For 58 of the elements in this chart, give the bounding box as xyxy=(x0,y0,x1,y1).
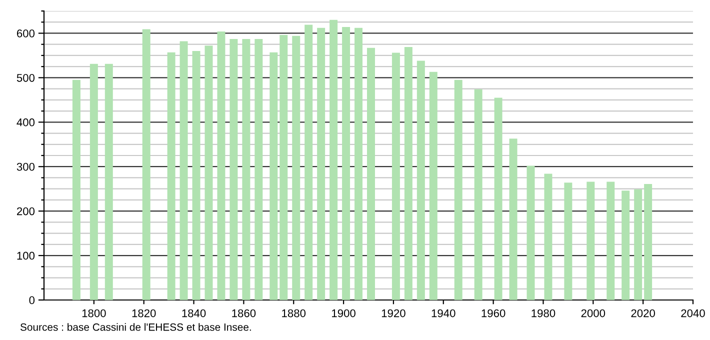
bar xyxy=(242,39,250,300)
bar xyxy=(606,182,615,300)
bar xyxy=(292,36,300,300)
bar xyxy=(217,31,226,300)
bar xyxy=(180,41,188,300)
bar xyxy=(270,52,278,300)
bar xyxy=(317,28,326,300)
x-tick-label: 2000 xyxy=(581,309,606,318)
bar xyxy=(192,51,200,300)
y-tick-label: 600 xyxy=(17,30,35,38)
bar xyxy=(494,98,502,300)
bar xyxy=(509,138,518,300)
bar xyxy=(586,182,595,300)
bar xyxy=(429,72,438,300)
bar xyxy=(564,182,572,300)
bar xyxy=(392,52,400,300)
x-tick-label: 1920 xyxy=(382,309,406,318)
x-tick-label: 1980 xyxy=(532,309,556,318)
bar xyxy=(230,39,238,300)
bar xyxy=(367,48,375,300)
y-tick-label: 200 xyxy=(16,207,35,216)
source-note: Sources : base Cassini de l'EHESS et base Insee. xyxy=(20,323,251,331)
y-tick-label: 0 xyxy=(29,296,35,304)
bar xyxy=(544,174,552,300)
y-tick-label: 300 xyxy=(16,162,35,171)
bar xyxy=(142,29,150,300)
y-tick-label: 500 xyxy=(16,74,35,82)
bar xyxy=(72,80,80,300)
x-tick-label: 1820 xyxy=(132,309,156,318)
y-tick-label: 400 xyxy=(16,118,35,126)
bar xyxy=(354,28,363,300)
bar xyxy=(474,89,482,300)
bar xyxy=(634,189,642,300)
x-tick-label: 1840 xyxy=(182,309,206,318)
bar xyxy=(330,20,338,300)
x-tick-label: 1880 xyxy=(282,309,306,318)
bar xyxy=(454,80,462,300)
x-tick-label: 1940 xyxy=(432,309,456,318)
x-tick-label: 1900 xyxy=(332,309,356,318)
bar xyxy=(204,46,213,300)
bar xyxy=(280,35,288,300)
bar xyxy=(254,39,263,300)
bar xyxy=(622,190,630,300)
y-tick-label: 100 xyxy=(17,252,35,260)
bar xyxy=(104,64,113,300)
bar xyxy=(304,24,313,300)
x-tick-label: 1860 xyxy=(232,309,256,318)
bar xyxy=(90,64,98,300)
bar xyxy=(404,47,412,300)
bar xyxy=(167,52,176,300)
x-tick-label: 2040 xyxy=(681,309,705,318)
bar xyxy=(644,184,652,300)
x-tick-label: 2020 xyxy=(631,309,656,318)
bar xyxy=(526,166,535,300)
bar xyxy=(416,60,425,300)
x-tick-label: 1960 xyxy=(482,309,506,318)
x-tick-label: 1800 xyxy=(82,309,106,318)
bar xyxy=(342,27,350,300)
